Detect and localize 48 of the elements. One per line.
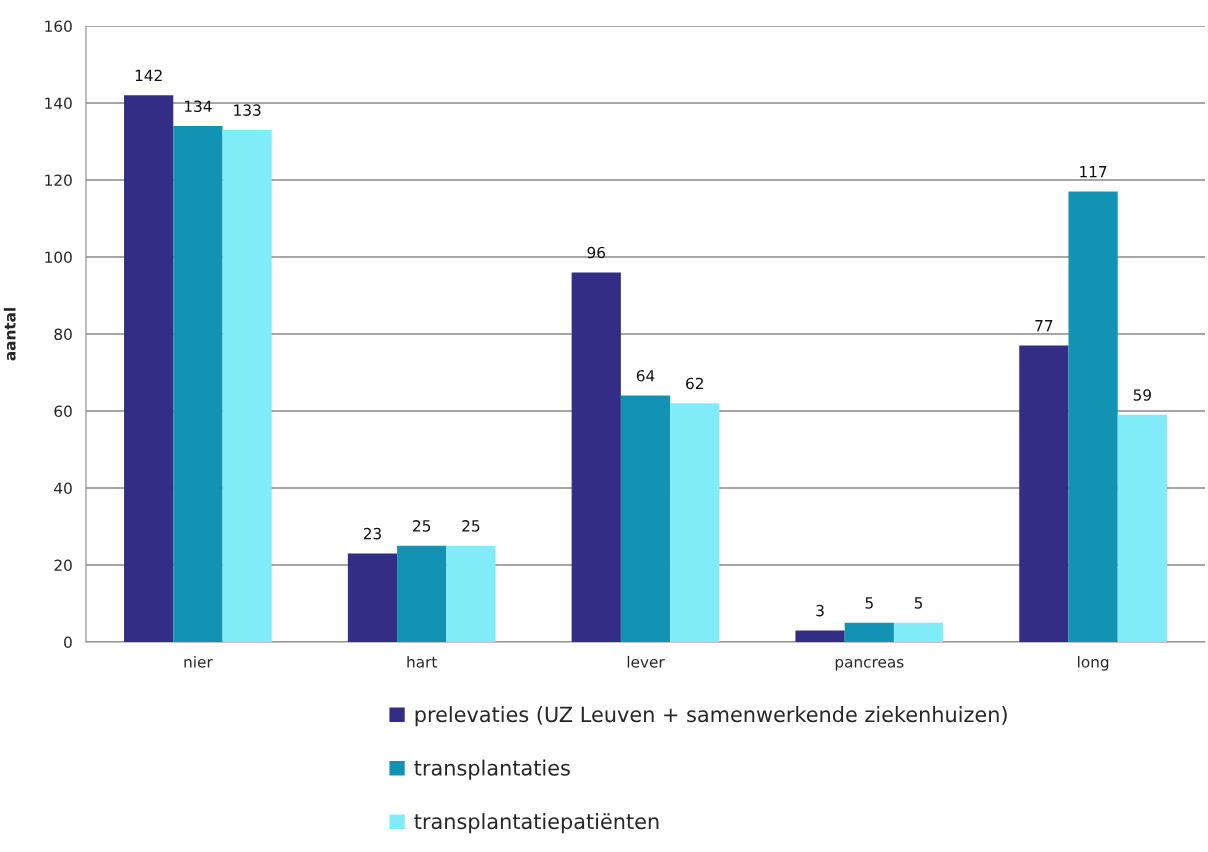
bar — [844, 622, 894, 642]
data-label: 133 — [234, 104, 261, 116]
y-tick-label: 40 — [54, 482, 72, 495]
x-tick-label: nier — [184, 655, 213, 668]
bar — [347, 553, 398, 642]
y-tick-label: 80 — [54, 328, 72, 341]
y-tick-label: 100 — [45, 251, 72, 264]
x-tick-label: long — [1078, 655, 1109, 671]
data-label: 59 — [1133, 389, 1151, 401]
data-label: 62 — [686, 377, 703, 390]
bar — [670, 403, 720, 642]
legend-label: transplantaties — [414, 759, 570, 780]
data-label: 142 — [135, 69, 162, 82]
data-label: 77 — [1035, 320, 1053, 332]
x-tick-label: lever — [627, 655, 665, 668]
data-label: 64 — [636, 369, 655, 382]
bar — [1068, 191, 1118, 642]
bar — [222, 129, 272, 642]
bar — [173, 126, 223, 642]
legend-label: prelevaties (UZ Leuven + samenwerkende ziekenhuizen) — [415, 706, 1007, 727]
y-tick-label: 140 — [45, 97, 72, 110]
y-tick-label: 20 — [54, 559, 72, 572]
data-label: 23 — [363, 527, 381, 540]
data-label: 3 — [816, 604, 824, 617]
bar — [124, 95, 174, 642]
y-tick-label: 120 — [45, 174, 72, 187]
y-axis-title: aantal — [3, 308, 16, 361]
data-label: 96 — [587, 246, 606, 259]
bar — [571, 272, 621, 642]
bar — [893, 622, 944, 642]
data-label: 25 — [462, 520, 480, 532]
bar — [795, 630, 845, 642]
data-label: 25 — [413, 520, 431, 532]
x-tick-label: pancreas — [835, 658, 904, 671]
y-tick-label: 60 — [54, 405, 72, 418]
data-label: 5 — [914, 597, 923, 609]
data-label: 5 — [865, 597, 873, 609]
data-label: 134 — [185, 100, 212, 113]
x-tick-label: hart — [407, 655, 437, 668]
bar — [1117, 414, 1167, 642]
bar — [620, 395, 671, 642]
bar — [446, 545, 496, 642]
y-tick-label: 160 — [45, 20, 72, 33]
bar — [1019, 345, 1069, 642]
legend-label: transplantatiepatiënten — [414, 813, 659, 834]
bar — [397, 545, 447, 642]
y-tick-label: 0 — [64, 636, 72, 649]
data-label: 117 — [1080, 166, 1107, 178]
